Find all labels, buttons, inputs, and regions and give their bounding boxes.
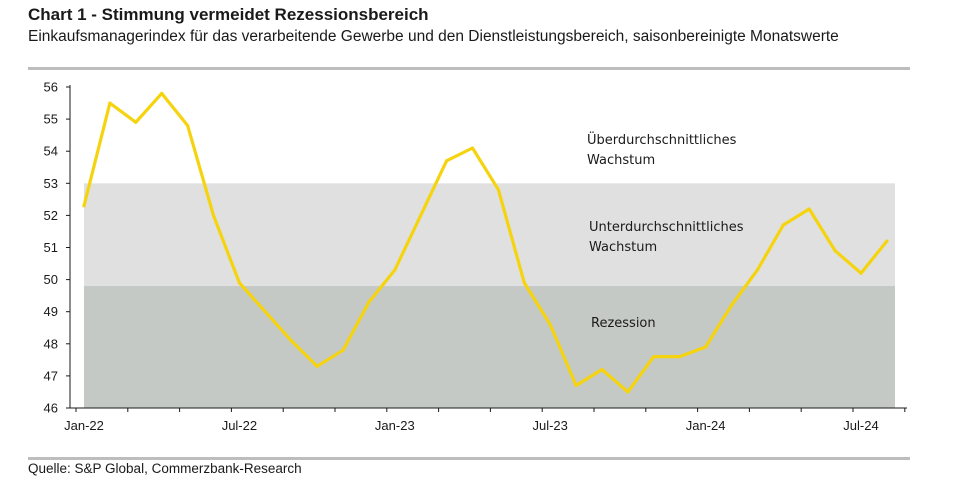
data-point [445, 159, 449, 163]
x-tick-label: Jul-22 [222, 418, 257, 433]
pmi-series [82, 91, 889, 394]
y-tick-label: 54 [44, 144, 58, 159]
band-below-average [84, 183, 895, 287]
data-point [781, 223, 785, 227]
x-tick-label: Jul-23 [532, 418, 567, 433]
y-tick-label: 55 [44, 112, 58, 127]
x-axis-ticks: Jan-22 Jul-22 Jan-23 Jul-23 Jan-24 Jul-24 [64, 408, 906, 433]
data-point [600, 367, 604, 372]
x-tick-label: Jan-22 [64, 418, 104, 433]
annotation-below-average-line2: Wachstum [589, 240, 657, 255]
y-tick-label: 50 [44, 272, 58, 287]
annotation-recession: Rezession [591, 316, 656, 331]
data-point [315, 364, 319, 368]
data-point [574, 383, 578, 388]
annotation-above-average-line2: Wachstum [587, 153, 655, 168]
y-tick-label: 49 [44, 304, 58, 319]
axes [69, 85, 907, 409]
y-tick-label: 52 [44, 208, 58, 223]
y-tick-label: 53 [44, 176, 58, 191]
y-tick-label: 46 [44, 401, 58, 416]
data-point [678, 355, 682, 359]
data-point [341, 348, 345, 352]
data-point [729, 303, 734, 307]
data-point [755, 268, 760, 272]
data-point [289, 338, 293, 343]
data-point [626, 390, 630, 394]
annotation-above-average-line1: Überdurchschnittliches [587, 131, 737, 148]
data-point [82, 204, 86, 208]
data-point [108, 101, 112, 105]
data-point [496, 188, 500, 192]
chart-title: Chart 1 - Stimmung vermeidet Rezessionsb… [28, 5, 429, 24]
data-point [237, 281, 241, 285]
x-tick-label: Jan-23 [375, 418, 415, 433]
data-point [419, 213, 423, 217]
y-tick-label: 47 [44, 368, 58, 383]
y-tick-label: 48 [44, 336, 58, 351]
data-point [704, 345, 708, 349]
data-point [470, 146, 475, 150]
data-point [885, 239, 889, 243]
data-point [211, 213, 216, 217]
data-point [548, 322, 552, 327]
annotation-below-average-line1: Unterdurchschnittliches [589, 220, 744, 235]
y-tick-label: 51 [44, 240, 58, 255]
series-line [82, 91, 889, 394]
bottom-divider [28, 457, 910, 460]
data-point [859, 271, 863, 275]
data-point [522, 281, 526, 285]
data-point [652, 355, 656, 359]
x-tick-label: Jul-24 [843, 418, 878, 433]
top-divider [28, 67, 910, 70]
data-point [263, 310, 267, 314]
band-recession [84, 286, 895, 408]
data-point [833, 249, 837, 253]
data-point [134, 120, 138, 124]
data-point [186, 123, 190, 128]
y-axis-ticks: 46 47 48 49 50 51 52 53 54 55 56 [44, 80, 70, 416]
y-tick-label: 56 [44, 80, 58, 95]
x-tick-label: Jan-24 [686, 418, 726, 433]
data-point [807, 207, 811, 211]
background-bands [84, 183, 895, 408]
chart-subtitle: Einkaufsmanagerindex für das verarbeiten… [28, 28, 839, 45]
data-point [393, 268, 397, 272]
zone-annotations: Überdurchschnittliches Wachstum Unterdur… [587, 131, 744, 331]
data-point [367, 300, 371, 304]
data-point [160, 91, 164, 96]
source-note: Quelle: S&P Global, Commerzbank-Research [28, 461, 302, 476]
